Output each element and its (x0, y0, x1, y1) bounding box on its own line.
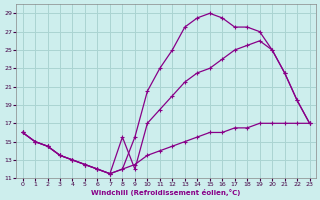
X-axis label: Windchill (Refroidissement éolien,°C): Windchill (Refroidissement éolien,°C) (92, 189, 241, 196)
